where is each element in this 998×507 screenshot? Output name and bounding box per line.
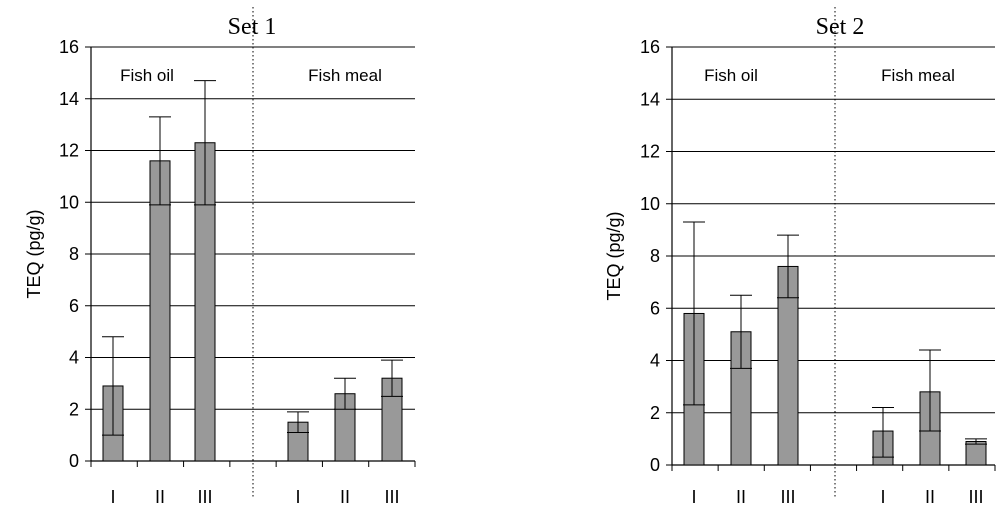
- y-tick-label: 0: [650, 455, 660, 475]
- category-label: II: [736, 487, 746, 507]
- y-tick-label: 6: [650, 298, 660, 318]
- category-label: II: [155, 487, 165, 507]
- category-label: III: [197, 487, 212, 507]
- y-tick-label: 12: [640, 142, 660, 162]
- category-label: I: [295, 487, 300, 507]
- y-axis-label: TEQ (pg/g): [24, 209, 44, 298]
- y-tick-label: 4: [69, 348, 79, 368]
- category-label: II: [340, 487, 350, 507]
- category-label: I: [691, 487, 696, 507]
- y-tick-label: 6: [69, 296, 79, 316]
- category-label: III: [780, 487, 795, 507]
- group-label: Fish meal: [881, 66, 955, 85]
- y-tick-label: 12: [59, 141, 79, 161]
- bar: [965, 440, 987, 466]
- bar: [149, 160, 171, 462]
- y-tick-label: 16: [59, 37, 79, 57]
- chart-title: Set 1: [228, 14, 277, 40]
- category-label: I: [110, 487, 115, 507]
- group-label: Fish oil: [120, 66, 174, 85]
- y-tick-label: 14: [59, 89, 79, 109]
- y-tick-label: 2: [650, 403, 660, 423]
- y-axis-label: TEQ (pg/g): [604, 211, 624, 300]
- chart-title: Set 2: [816, 14, 865, 40]
- y-tick-label: 10: [59, 192, 79, 212]
- category-label: III: [384, 487, 399, 507]
- category-label: II: [925, 487, 935, 507]
- group-label: Fish oil: [704, 66, 758, 85]
- y-tick-label: 4: [650, 351, 660, 371]
- y-tick-label: 10: [640, 194, 660, 214]
- y-tick-label: 8: [69, 244, 79, 264]
- category-label: III: [968, 487, 983, 507]
- y-tick-label: 8: [650, 246, 660, 266]
- y-tick-label: 2: [69, 399, 79, 419]
- y-tick-label: 0: [69, 451, 79, 471]
- y-tick-label: 14: [640, 89, 660, 109]
- y-tick-label: 16: [640, 37, 660, 57]
- group-label: Fish meal: [308, 66, 382, 85]
- category-label: I: [880, 487, 885, 507]
